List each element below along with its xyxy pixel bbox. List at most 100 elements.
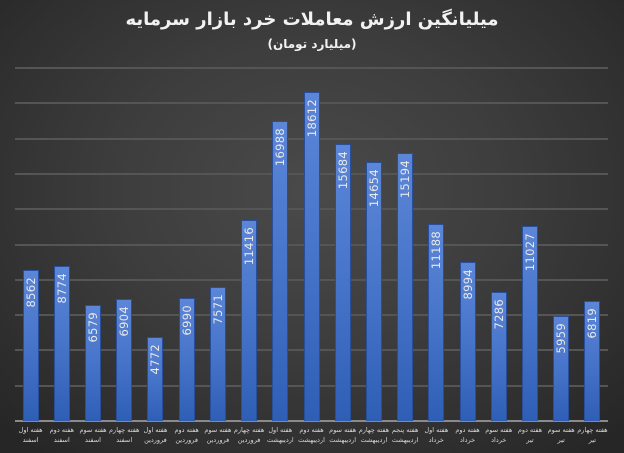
bar: 6819 [584,300,601,421]
x-tick-label: هفته سوم اسفند [76,425,110,445]
x-tick-label: هفته سوم خرداد [482,425,516,445]
x-axis-line [15,420,608,422]
bar: 15194 [397,152,414,421]
data-label: 11416 [242,226,257,265]
x-tick-week: هفته پنجم [391,426,419,434]
data-label: 7571 [210,294,225,325]
bar: 8994 [459,262,476,421]
x-tick-label: هفته سوم فروردین [201,425,235,445]
x-tick-month: تیر [557,436,565,444]
x-tick-week: هفته سوم [79,426,107,434]
chart-title: میلیانگین ارزش معاملات خرد بازار سرمایه [125,9,499,30]
bar: 11416 [241,219,258,421]
x-tick-week: هفته دوم [455,426,480,434]
x-tick-label: هفته دوم اسفند [45,425,79,445]
data-label: 6579 [86,311,101,343]
data-label: 14654 [366,169,381,208]
x-tick-month: اردیبهشت [329,436,357,444]
bar: 18612 [303,92,320,421]
x-tick-month: اردیبهشت [360,436,388,444]
bar: 7286 [490,292,507,421]
bar: 8774 [53,266,70,421]
x-tick-month: اسفند [53,436,70,444]
x-tick-month: تیر [526,436,534,444]
x-tick-month: اردیبهشت [266,436,294,444]
bar: 7571 [209,287,226,421]
x-tick-week: هفته اول [18,426,43,434]
x-tick-week: هفته اول [424,426,449,434]
x-tick-label: هفته دوم فروردین [170,425,204,445]
x-tick-week: هفته اول [143,426,168,434]
data-label: 8774 [54,273,69,304]
data-label: 6990 [179,304,194,336]
x-tick-month: اسفند [85,436,101,444]
x-tick-label: هفته دوم خرداد [451,425,485,445]
data-label: 7286 [491,299,506,330]
x-tick-month: فروردین [237,436,261,444]
x-tick-week: هفته چهارم [109,426,140,434]
x-tick-month: فروردین [175,436,198,444]
x-tick-week: هفته سوم [485,426,513,434]
x-tick-month: اسفند [116,436,133,444]
x-tick-month: اردیبهشت [298,436,325,444]
data-label: 6819 [585,307,600,339]
x-tick-week: هفته دوم [49,426,74,434]
plot-area: 8562 8774 6579 6904 4772 6990 7571 11416 16988 18… [15,0,608,422]
data-label: 15194 [398,159,413,198]
x-tick-label: هفته اول اردیبهشت [263,425,297,445]
x-tick-label: هفته چهارم اسفند [107,425,141,445]
bar: 16988 [272,121,289,421]
x-tick-label: هفته دوم اردیبهشت [295,425,329,445]
x-tick-month: اسفند [22,436,39,444]
bar: 6904 [116,299,133,421]
bar: 8562 [22,269,39,421]
data-label: 18612 [304,99,319,138]
gridline [15,67,608,69]
x-tick-month: خرداد [459,436,476,444]
data-label: 4772 [148,343,163,375]
x-tick-week: هفته دوم [299,426,324,434]
x-tick-week: هفته چهارم [233,426,265,434]
bar: 11027 [521,226,538,421]
x-tick-week: هفته دوم [517,426,543,434]
x-tick-label: هفته چهارم فروردین [232,425,266,445]
x-tick-month: اردیبهشت [391,436,419,444]
x-tick-week: هفته سوم [329,426,357,434]
x-tick-label: هفته چهارم اردیبهشت [357,425,391,445]
data-label: 16988 [273,128,288,167]
x-tick-week: هفته سوم [204,426,232,434]
x-tick-month: تیر [588,436,597,444]
data-label: 5959 [554,322,569,354]
x-tick-month: خرداد [428,436,444,444]
x-tick-label: هفته سوم اردیبهشت [326,425,360,445]
x-tick-label: هفته اول اسفند [14,425,48,445]
bar: 6990 [178,297,195,421]
chart-subtitle: (میلیارد تومان) [267,37,357,51]
x-tick-label: هفته سوم تیر [544,425,578,445]
data-label: 8562 [23,276,38,308]
x-tick-label: هفته پنجم اردیبهشت [388,425,422,445]
x-tick-month: خرداد [491,436,507,444]
x-tick-label: هفته دوم تیر [513,425,547,445]
bar: 6579 [85,304,102,421]
x-tick-label: هفته اول خرداد [419,425,453,445]
x-tick-week: هفته اول [268,426,293,434]
bar: 5959 [553,315,570,421]
x-tick-week: هفته چهارم [577,426,608,434]
x-tick-week: هفته سوم [547,426,575,434]
bar: 15684 [334,144,351,421]
bar: 4772 [147,336,164,421]
bar: 11188 [428,223,445,421]
data-label: 8994 [460,269,475,300]
x-tick-week: هفته دوم [174,426,199,434]
x-tick-week: هفته چهارم [358,426,390,434]
x-tick-label: هفته اول فروردین [138,425,172,445]
x-tick-label: هفته چهارم تیر [575,425,609,445]
x-tick-month: فروردین [144,436,167,444]
bar: 14654 [365,162,382,421]
data-label: 6904 [117,306,132,337]
x-tick-month: فروردین [206,436,230,444]
data-label: 11188 [429,230,444,269]
data-label: 15684 [335,151,350,190]
